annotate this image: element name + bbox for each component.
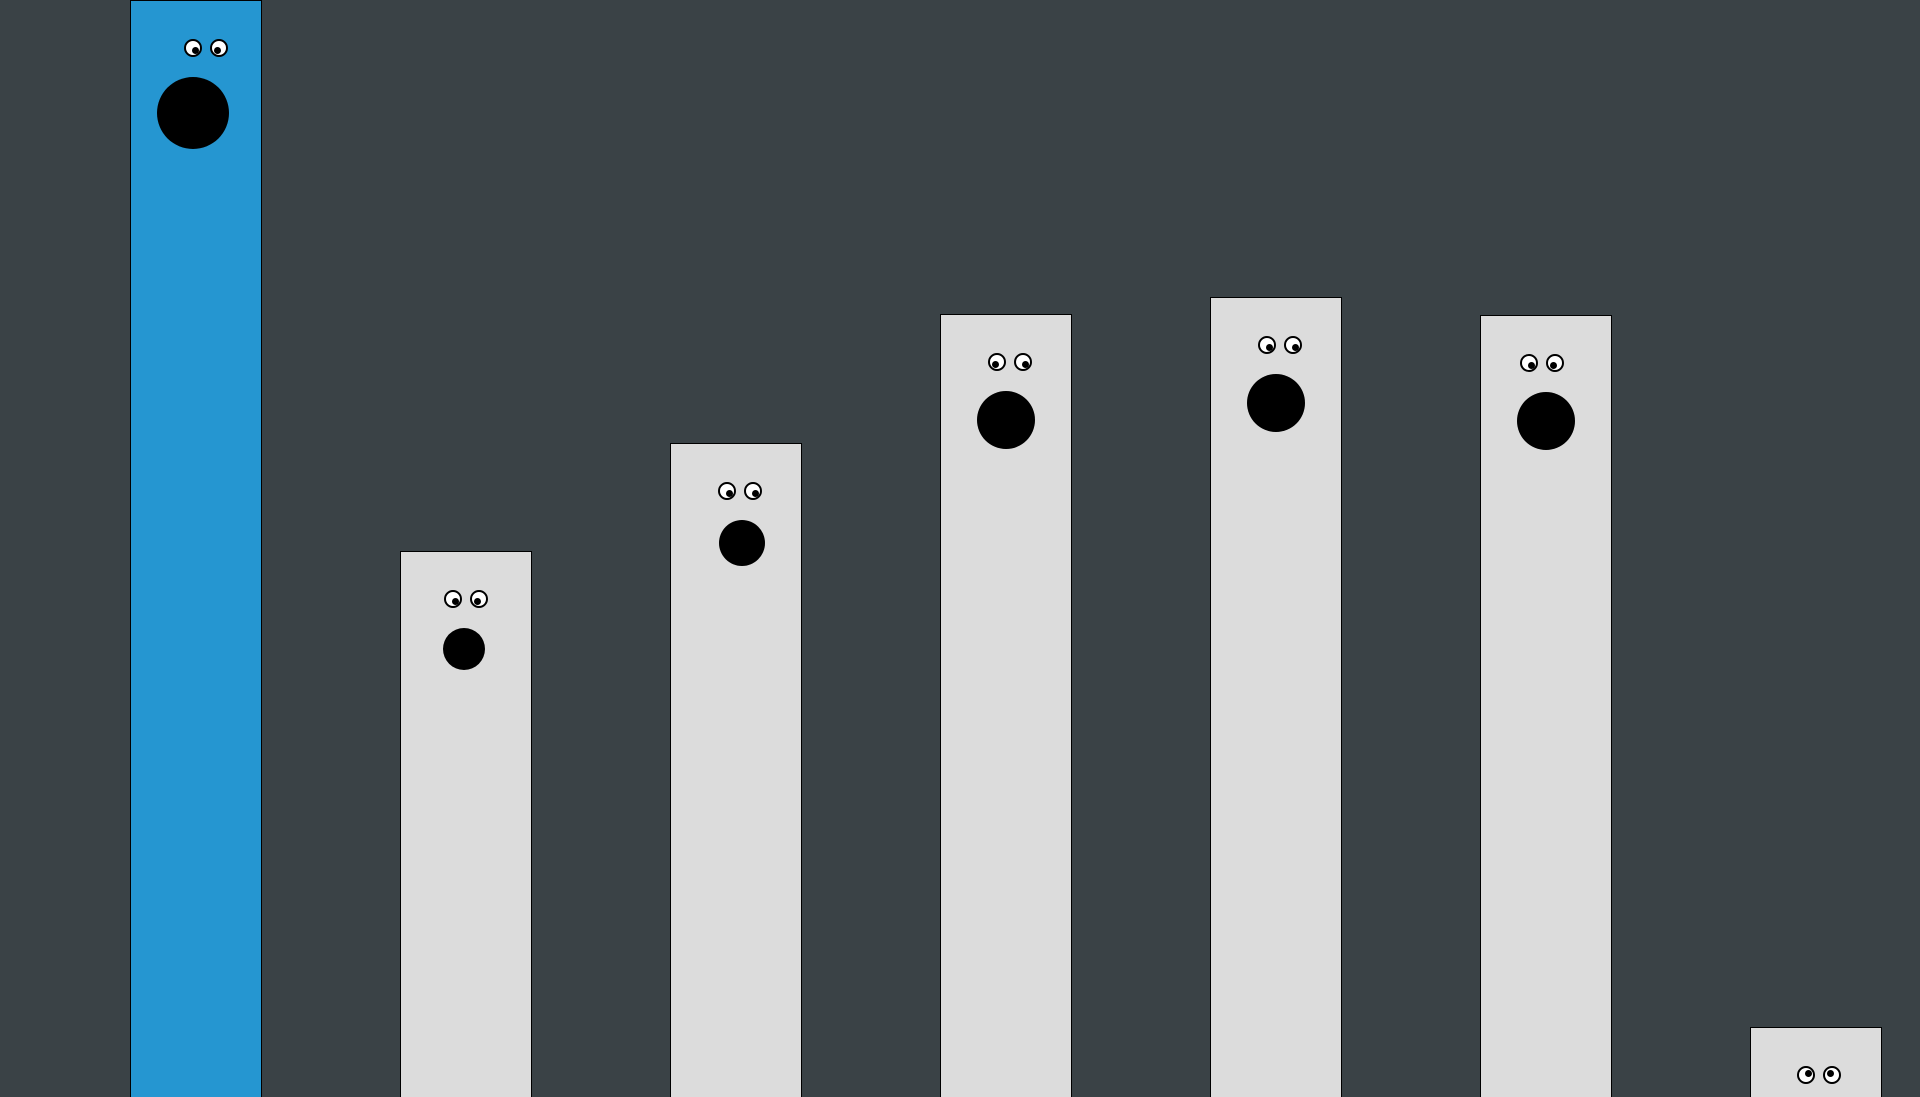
mouth xyxy=(1247,374,1305,432)
right-pupil xyxy=(474,598,481,605)
right-eye xyxy=(744,482,762,500)
bar-face xyxy=(1481,316,1611,450)
left-eye xyxy=(184,39,202,57)
bar-5 xyxy=(1480,315,1612,1097)
right-pupil xyxy=(1827,1070,1834,1077)
bar-0 xyxy=(130,0,262,1097)
bar-4 xyxy=(1210,297,1342,1097)
left-eye xyxy=(1258,336,1276,354)
mouth xyxy=(1517,392,1575,450)
bar-face xyxy=(131,1,261,149)
eyes xyxy=(1477,354,1607,372)
left-eye xyxy=(444,590,462,608)
eyes xyxy=(1215,336,1345,354)
eyes xyxy=(675,482,805,500)
bar-face xyxy=(401,552,531,670)
right-eye xyxy=(1546,354,1564,372)
right-pupil xyxy=(1022,361,1029,368)
left-pupil xyxy=(452,598,459,605)
eyes xyxy=(141,39,271,57)
mouth xyxy=(977,391,1035,449)
eyes xyxy=(945,353,1075,371)
right-pupil xyxy=(1550,362,1557,369)
mouth xyxy=(719,520,765,566)
mouth xyxy=(157,77,229,149)
right-pupil xyxy=(214,47,221,54)
mouth xyxy=(443,628,485,670)
bar-face xyxy=(941,315,1071,449)
right-eye xyxy=(470,590,488,608)
bar-face xyxy=(671,444,801,566)
bar-3 xyxy=(940,314,1072,1097)
right-eye xyxy=(1284,336,1302,354)
bar-face xyxy=(1751,1028,1881,1084)
bar-face xyxy=(1211,298,1341,432)
right-eye xyxy=(1014,353,1032,371)
left-eye xyxy=(1520,354,1538,372)
right-pupil xyxy=(752,490,759,497)
left-pupil xyxy=(1805,1070,1812,1077)
right-pupil xyxy=(1292,344,1299,351)
left-eye xyxy=(1797,1066,1815,1084)
left-pupil xyxy=(992,361,999,368)
left-eye xyxy=(988,353,1006,371)
eyes xyxy=(1754,1066,1884,1084)
bar-6 xyxy=(1750,1027,1882,1097)
eyes xyxy=(401,590,531,608)
bar-2 xyxy=(670,443,802,1097)
left-eye xyxy=(718,482,736,500)
left-pupil xyxy=(1266,344,1273,351)
left-pupil xyxy=(192,47,199,54)
left-pupil xyxy=(726,490,733,497)
left-pupil xyxy=(1528,362,1535,369)
bar-chart-stage xyxy=(0,0,1920,1097)
bar-1 xyxy=(400,551,532,1097)
right-eye xyxy=(210,39,228,57)
right-eye xyxy=(1823,1066,1841,1084)
